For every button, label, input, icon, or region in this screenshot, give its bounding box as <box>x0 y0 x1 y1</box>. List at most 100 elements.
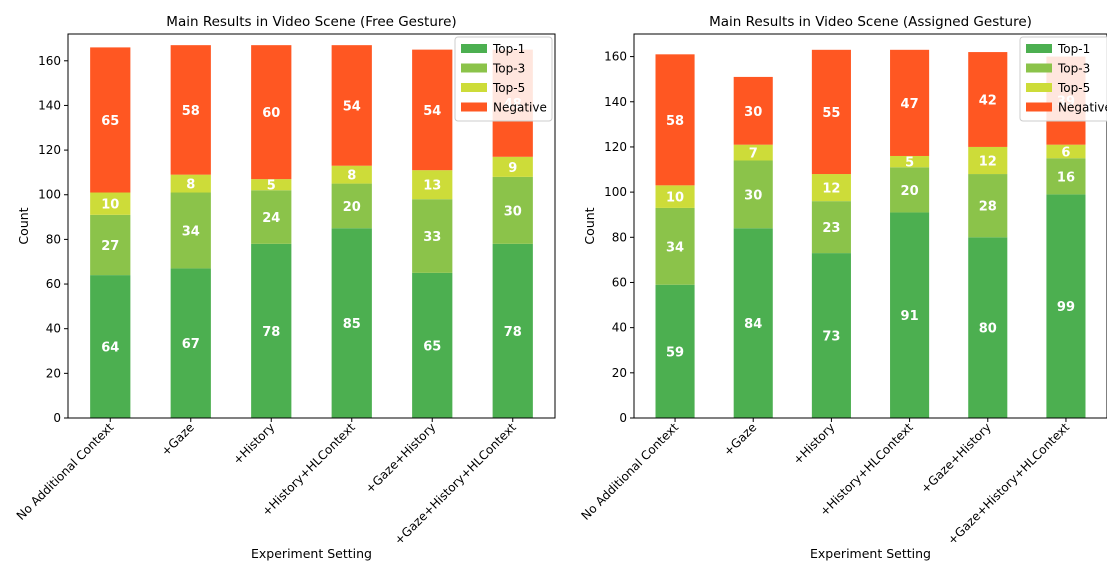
legend-entry: Negative <box>1058 101 1107 115</box>
bar-segment <box>170 268 211 418</box>
data-label: 6 <box>1061 145 1070 160</box>
y-axis-label: Count <box>582 207 597 244</box>
data-label: 27 <box>101 239 119 254</box>
bar-segment <box>811 201 851 254</box>
x-axis-label: Experiment Setting <box>251 546 372 561</box>
bar-segment <box>412 272 453 418</box>
data-label: 64 <box>101 341 119 356</box>
legend-entry: Top-3 <box>1057 62 1090 76</box>
legend-swatch <box>1026 44 1052 53</box>
data-label: 65 <box>101 114 119 129</box>
bar-segment <box>331 228 372 418</box>
legend: Top-1 Top-3 Top-5 Negative <box>454 36 553 122</box>
bar-segment <box>655 207 695 285</box>
bar-segment <box>331 183 372 229</box>
bar-segment <box>968 237 1008 418</box>
plot-frame <box>67 33 556 419</box>
data-label: 99 <box>1057 300 1075 315</box>
data-label: 34 <box>666 240 684 255</box>
bar-segment <box>733 144 773 161</box>
y-tick-label: 80 <box>612 230 627 244</box>
data-label: 10 <box>666 191 684 206</box>
x-tick-label: +Gaze+History <box>918 420 994 496</box>
data-label: 9 <box>508 161 517 176</box>
data-label: 8 <box>186 178 195 193</box>
data-label: 78 <box>262 325 280 340</box>
data-label: 55 <box>822 106 840 121</box>
data-label: 54 <box>423 104 441 119</box>
y-tick-label: 160 <box>604 50 627 64</box>
bar-segment <box>890 212 930 418</box>
data-label: 5 <box>905 156 914 171</box>
bar-segment <box>251 243 292 418</box>
y-tick-label: 60 <box>46 277 61 291</box>
legend-swatch <box>461 44 487 53</box>
y-tick-label: 120 <box>604 140 627 154</box>
bar-segment <box>1046 194 1086 418</box>
bars <box>655 49 1086 418</box>
x-tick-label: +History+HLContext <box>259 420 358 519</box>
x-tick-label: No Additional Context <box>578 420 681 523</box>
bar-segment <box>412 49 453 171</box>
data-label: 58 <box>666 114 684 129</box>
data-label: 34 <box>182 224 200 239</box>
x-tick-label: +Gaze <box>158 420 196 458</box>
x-tick-label: +Gaze+History <box>363 420 439 496</box>
data-label: 30 <box>744 188 762 203</box>
y-tick-label: 40 <box>46 322 61 336</box>
legend-entry: Top-3 <box>492 62 525 76</box>
bar-segment <box>492 176 533 244</box>
bar-segment <box>655 185 695 208</box>
legend-swatch <box>1026 63 1052 73</box>
bar-segment <box>90 214 131 276</box>
legend: Top-1 Top-3 Top-5 Negative <box>1019 36 1107 122</box>
data-label: 12 <box>822 182 840 197</box>
data-label: 8 <box>347 169 356 184</box>
bar-segment <box>890 49 930 156</box>
data-label: 20 <box>901 184 919 199</box>
legend-entry: Top-5 <box>492 81 525 95</box>
y-tick-label: 60 <box>612 275 627 289</box>
data-label: 42 <box>979 94 997 109</box>
bar-segment <box>170 192 211 269</box>
bar-segment <box>655 284 695 418</box>
legend-swatch <box>461 83 487 92</box>
bar-segment <box>331 165 372 184</box>
bar-segment <box>492 156 533 177</box>
bar-segment <box>968 146 1008 175</box>
data-label: 78 <box>504 325 522 340</box>
y-tick-label: 100 <box>38 188 61 202</box>
chart-assigned-gesture: Main Results in Video Scene (Assigned Ge… <box>578 14 1107 561</box>
y-tick-label: 40 <box>612 321 627 335</box>
x-tick-label: +Gaze <box>721 420 759 458</box>
data-label: 23 <box>822 221 840 236</box>
x-tick-label: No Additional Context <box>14 420 117 523</box>
x-axis-label: Experiment Setting <box>810 546 931 561</box>
y-tick-label: 0 <box>619 411 627 425</box>
data-label: 59 <box>666 345 684 360</box>
bar-segment <box>811 253 851 418</box>
legend-swatch <box>461 63 487 73</box>
data-label: 30 <box>504 204 522 219</box>
plot-frame <box>633 33 1107 419</box>
data-label: 67 <box>182 337 200 352</box>
y-tick-label: 80 <box>46 232 61 246</box>
data-label: 7 <box>749 147 758 162</box>
data-label: 30 <box>744 105 762 120</box>
data-label: 28 <box>979 200 997 215</box>
y-tick-label: 140 <box>604 95 627 109</box>
y-tick-label: 0 <box>53 411 61 425</box>
legend-entry: Top-5 <box>1057 81 1090 95</box>
y-tick-label: 120 <box>38 143 61 157</box>
bar-segment <box>1046 158 1086 195</box>
data-label: 60 <box>262 106 280 121</box>
bar-segment <box>811 49 851 175</box>
data-label: 33 <box>423 230 441 245</box>
data-label: 16 <box>1057 170 1075 185</box>
data-label: 91 <box>901 309 919 324</box>
bar-segment <box>733 160 773 229</box>
data-label: 10 <box>101 198 119 213</box>
y-axis-label: Count <box>16 207 31 244</box>
chart-title: Main Results in Video Scene (Assigned Ge… <box>709 14 1032 30</box>
y-tick-label: 20 <box>612 366 627 380</box>
